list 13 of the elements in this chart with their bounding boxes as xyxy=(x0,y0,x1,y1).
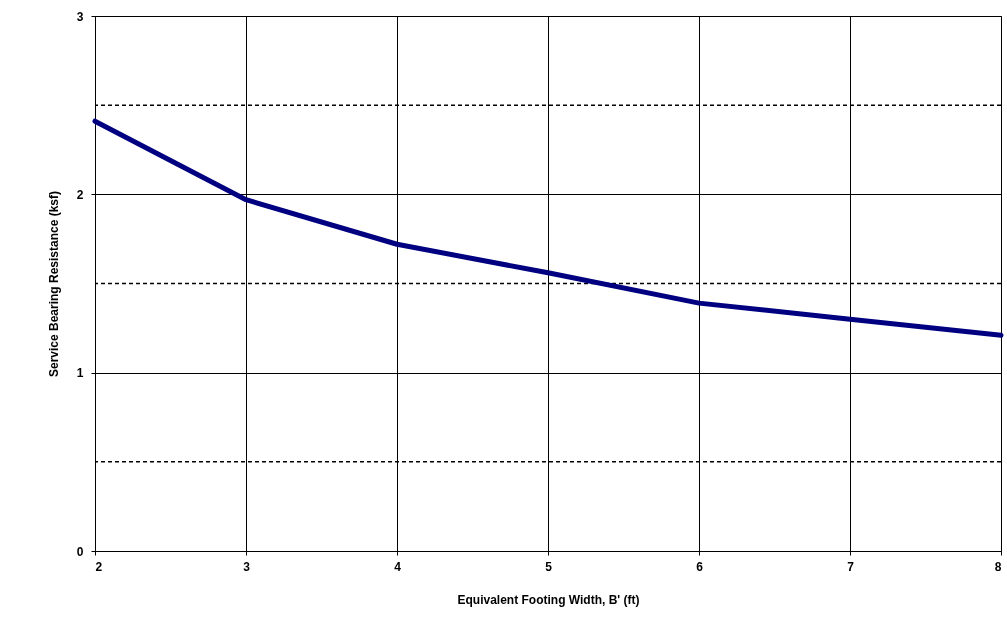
x-tick-label: 4 xyxy=(394,559,402,574)
x-tick-label: 6 xyxy=(696,559,704,574)
y-tick-label: 1 xyxy=(76,366,84,381)
y-tick-label: 2 xyxy=(76,187,84,202)
x-tick-label: 3 xyxy=(243,559,251,574)
x-tick-label: 7 xyxy=(847,559,855,574)
x-tick-label: 5 xyxy=(545,559,553,574)
x-tick-label: 8 xyxy=(994,559,1002,574)
x-axis-title: Equivalent Footing Width, B' (ft) xyxy=(457,592,640,607)
x-tick-label: 2 xyxy=(95,559,103,574)
y-tick-label: 3 xyxy=(76,9,84,24)
y-axis-title: Service Bearing Resistance (ksf) xyxy=(46,190,61,378)
y-tick-label: 0 xyxy=(76,544,84,559)
